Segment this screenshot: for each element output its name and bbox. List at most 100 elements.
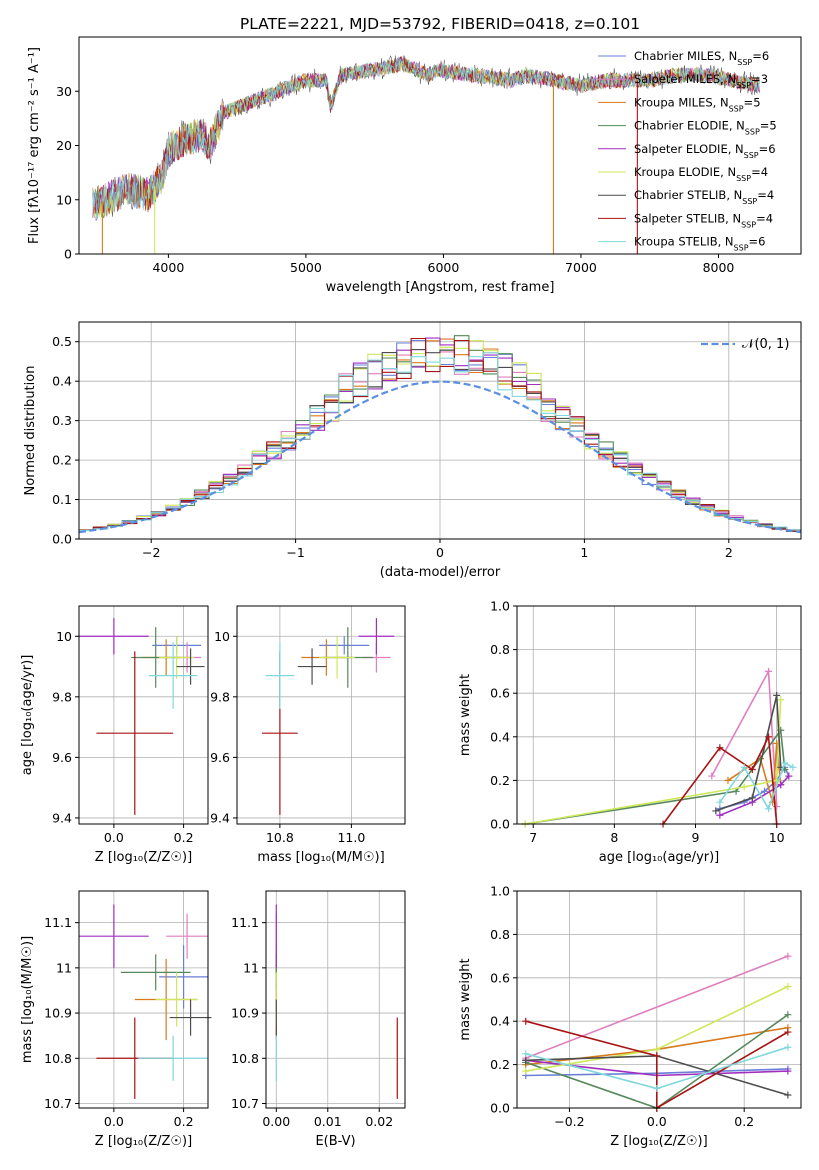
y-tick-label: 0.2 bbox=[490, 773, 510, 788]
y-tick-label: 0.0 bbox=[490, 817, 510, 832]
weight-marker-8 bbox=[740, 763, 748, 771]
legend-nssp-label: , N bbox=[721, 49, 737, 63]
axes-frame bbox=[78, 605, 209, 825]
weight-line-1 bbox=[525, 955, 789, 1059]
x-tick-label: 9 bbox=[692, 830, 700, 845]
y-tick-label: 11.1 bbox=[231, 915, 259, 930]
y-tick-label: 0.2 bbox=[52, 453, 72, 468]
weight-series bbox=[522, 952, 792, 1112]
legend-nssp-value: 6 bbox=[768, 142, 775, 156]
y-axis-label: mass [log₁₀(M/M☉)] bbox=[20, 936, 35, 1063]
axes-frame bbox=[78, 321, 802, 540]
x-tick-label: 10.8 bbox=[266, 830, 294, 845]
x-tick-label: −0.2 bbox=[554, 1114, 584, 1129]
legend-nssp-sub: SSP bbox=[729, 104, 744, 113]
y-tick-label: 9.6 bbox=[210, 750, 230, 765]
y-tick-label: 11 bbox=[56, 960, 72, 975]
y-tick-label: 0.4 bbox=[490, 1014, 510, 1029]
weight-series bbox=[521, 667, 797, 828]
legend-name: Chabrier MILES bbox=[634, 49, 721, 63]
legend-entry-8: Kroupa STELIB, NSSP=6 bbox=[634, 235, 766, 253]
y-tick-label: 0.2 bbox=[490, 1057, 510, 1072]
legend-nssp-sub: SSP bbox=[745, 127, 760, 136]
legend-entry-5: Kroupa ELODIE, NSSP=4 bbox=[634, 165, 768, 183]
legend-nssp-value: 3 bbox=[761, 72, 768, 86]
histogram-step-8 bbox=[79, 352, 801, 532]
x-tick-label: 0.2 bbox=[174, 1114, 194, 1129]
legend-nssp-label: , N bbox=[725, 211, 741, 225]
axes-frame bbox=[78, 36, 802, 255]
y-axis-label: Normed distribution bbox=[23, 366, 38, 496]
weight-marker-4 bbox=[777, 781, 785, 789]
legend-name: Salpeter STELIB bbox=[634, 211, 725, 225]
x-tick-label: 0.02 bbox=[365, 1114, 393, 1129]
y-tick-label: 0.0 bbox=[490, 1101, 510, 1116]
weight-marker-8 bbox=[765, 805, 773, 813]
legend-nssp-label: , N bbox=[720, 72, 736, 86]
weight-line-3 bbox=[524, 728, 786, 825]
weight-marker-1 bbox=[765, 667, 773, 675]
legend-name: Chabrier STELIB bbox=[634, 188, 726, 202]
weight-marker-4 bbox=[716, 811, 724, 819]
y-tick-label: 10.9 bbox=[231, 1006, 259, 1021]
legend-nssp-label: , N bbox=[720, 165, 736, 179]
x-tick-label: 2 bbox=[725, 545, 733, 560]
y-axis-label: Flux [fλ10⁻¹⁷ erg cm⁻² s⁻¹ A⁻¹] bbox=[27, 47, 42, 244]
x-tick-label: 7000 bbox=[565, 260, 597, 275]
weight-marker-7 bbox=[522, 1017, 530, 1025]
histogram-step-5 bbox=[79, 340, 801, 531]
legend-eq: = bbox=[751, 165, 761, 179]
y-tick-label: 9.8 bbox=[52, 689, 72, 704]
weight-marker-5 bbox=[777, 696, 785, 704]
y-tick-label: 10.8 bbox=[44, 1051, 72, 1066]
y-tick-label: 0.3 bbox=[52, 413, 72, 428]
x-axis-label: age [log₁₀(age/yr)] bbox=[599, 850, 720, 865]
weight-marker-6 bbox=[773, 691, 781, 699]
legend-eq: = bbox=[751, 72, 761, 86]
y-tick-label: 10.7 bbox=[44, 1096, 72, 1111]
y-tick-label: 1.0 bbox=[490, 884, 510, 899]
axes-frame bbox=[516, 605, 802, 825]
y-tick-label: 11.1 bbox=[44, 915, 72, 930]
axes-frame bbox=[516, 890, 802, 1109]
legend-name: Salpeter MILES bbox=[634, 72, 720, 86]
x-tick-label: 0.0 bbox=[104, 1114, 124, 1129]
spectrum-lines bbox=[92, 55, 760, 254]
reference-legend-label: 𝒩(0, 1) bbox=[742, 337, 789, 352]
x-tick-label: 8 bbox=[610, 830, 618, 845]
legend-nssp-sub: SSP bbox=[742, 197, 757, 206]
legend-entry-2: Kroupa MILES, NSSP=5 bbox=[634, 95, 761, 113]
weight-marker-4 bbox=[785, 772, 793, 780]
weight-marker-1 bbox=[784, 952, 792, 960]
x-tick-label: 0 bbox=[436, 545, 444, 560]
legend-name: Kroupa ELODIE bbox=[634, 165, 720, 179]
x-tick-label: 11.0 bbox=[337, 830, 365, 845]
legend-nssp-label: , N bbox=[718, 235, 734, 249]
legend-name: Kroupa STELIB bbox=[634, 235, 718, 249]
errorbar-points bbox=[79, 904, 212, 1099]
y-tick-label: 0.5 bbox=[52, 334, 72, 349]
weight-marker-6 bbox=[784, 1091, 792, 1099]
axes-frame bbox=[236, 605, 406, 825]
weight-marker-7 bbox=[784, 1028, 792, 1036]
weight-marker-0 bbox=[760, 787, 768, 795]
x-tick-label: 0.2 bbox=[734, 1114, 754, 1129]
y-tick-label: 0.1 bbox=[52, 492, 72, 507]
weight-marker-5 bbox=[653, 1045, 661, 1053]
axes-frame bbox=[265, 890, 406, 1109]
legend-entry-3: Chabrier ELODIE, NSSP=5 bbox=[634, 119, 777, 137]
legend-nssp-value: 6 bbox=[758, 235, 765, 249]
legend-entry-4: Salpeter ELODIE, NSSP=6 bbox=[634, 142, 776, 160]
weight-marker-6 bbox=[748, 794, 756, 802]
legend-eq: = bbox=[752, 49, 762, 63]
y-tick-label: 0.4 bbox=[52, 374, 72, 389]
weight-marker-4 bbox=[784, 1067, 792, 1075]
x-axis-label: Z [log₁₀(Z/Z☉)] bbox=[95, 1134, 192, 1149]
x-tick-label: 7 bbox=[529, 830, 537, 845]
legend-nssp-sub: SSP bbox=[734, 243, 749, 252]
y-tick-label: 0.6 bbox=[490, 970, 510, 985]
y-tick-label: 9.4 bbox=[52, 810, 72, 825]
figure-title: PLATE=2221, MJD=53792, FIBERID=0418, z=0… bbox=[240, 15, 640, 33]
